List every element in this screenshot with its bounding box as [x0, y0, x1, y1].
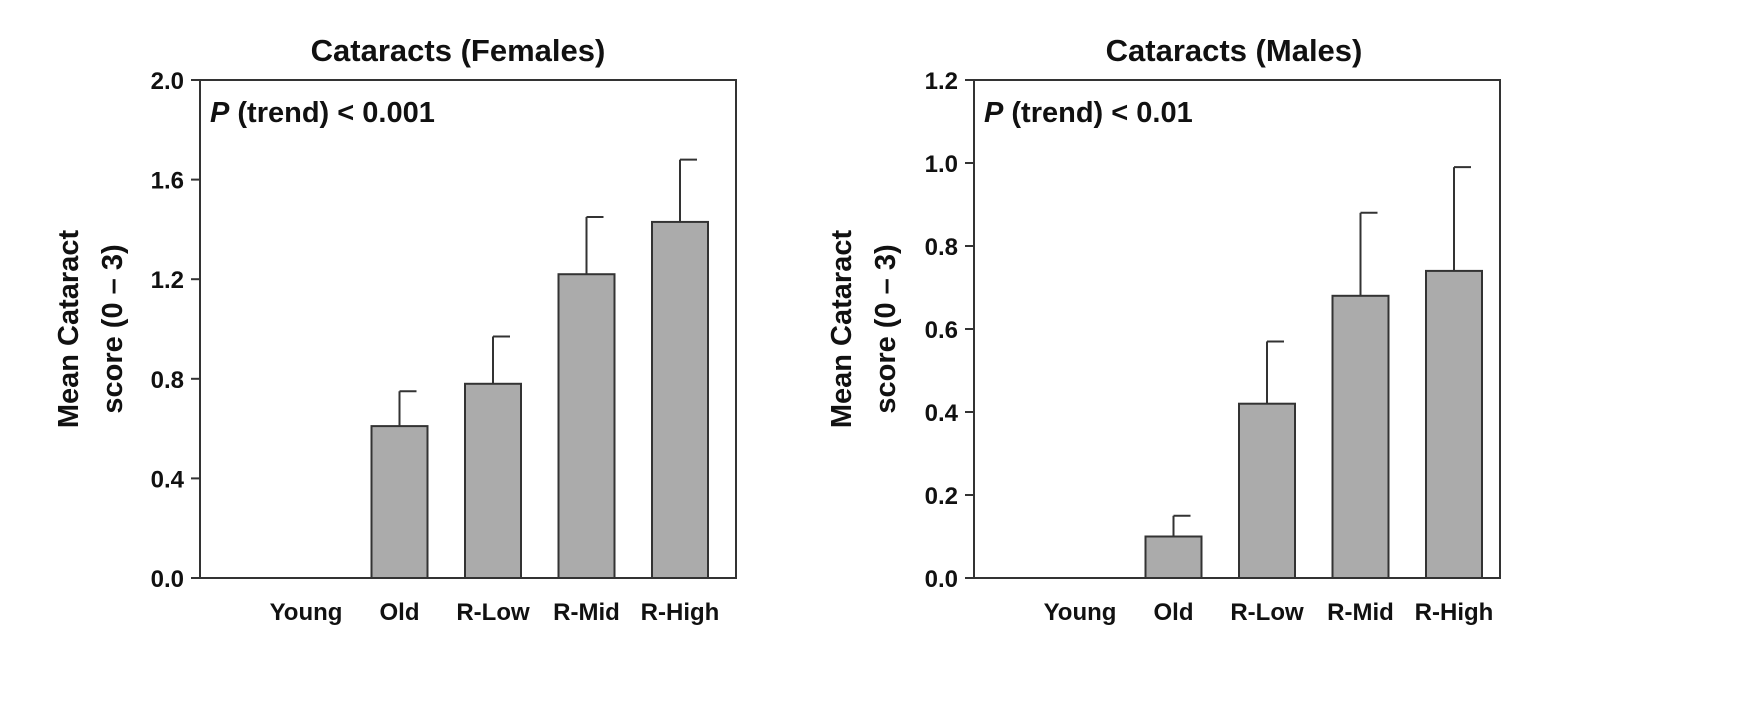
y-axis-label-line-1: Mean Cataract: [826, 230, 858, 429]
chart-panel-1: Cataracts (Females) Mean Cataract score (0…: [53, 33, 737, 626]
y-axis-label-line-2: score (0 – 3): [870, 244, 902, 413]
y-tick-label: 0.0: [151, 566, 184, 593]
y-tick-label: 2.0: [151, 68, 184, 95]
plot-frame: [199, 79, 737, 579]
trend-annotation: P (trend) < 0.01: [984, 97, 1193, 129]
x-tick-label: R-Mid: [553, 599, 620, 626]
x-tick-label: R-Mid: [1327, 599, 1394, 626]
trend-p-symbol: P: [210, 97, 230, 129]
chart-panel-2: Cataracts (Males) Mean Cataract score (0 –…: [826, 33, 1501, 626]
y-tick-label: 0.8: [151, 367, 184, 394]
x-tick-label: R-Low: [1230, 599, 1304, 626]
y-axis-label-line-1: Mean Cataract: [53, 230, 85, 429]
trend-p-value: (trend) < 0.01: [1003, 97, 1192, 129]
y-tick-label: 1.2: [151, 267, 184, 294]
bar-R-Low: [1238, 402, 1296, 580]
y-tick-label: 0.6: [925, 317, 958, 344]
chart-title: Cataracts (Females): [311, 33, 606, 68]
x-tick-label: Young: [1044, 599, 1117, 626]
y-tick-label: 1.2: [925, 68, 958, 95]
trend-annotation: P (trend) < 0.001: [210, 97, 435, 129]
bar-Old: [370, 425, 429, 579]
bar-R-High: [651, 220, 709, 579]
y-tick-label: 0.4: [925, 400, 959, 427]
y-tick-label: 0.0: [925, 566, 958, 593]
y-tick-label: 1.0: [925, 151, 958, 178]
x-tick-label: Old: [380, 599, 420, 626]
bar-R-Mid: [1331, 294, 1390, 579]
plot-frame: [973, 79, 1501, 579]
x-tick-label: R-High: [641, 599, 720, 626]
trend-p-symbol: P: [984, 97, 1004, 129]
x-tick-label: Old: [1154, 599, 1194, 626]
bar-Old: [1144, 535, 1203, 579]
bar-R-High: [1425, 269, 1483, 579]
bar-R-Low: [464, 382, 522, 579]
x-tick-label: R-High: [1415, 599, 1494, 626]
y-axis-label-line-2: score (0 – 3): [97, 244, 129, 413]
y-tick-label: 0.8: [925, 234, 958, 261]
chart-title: Cataracts (Males): [1106, 33, 1363, 68]
x-tick-label: R-Low: [456, 599, 530, 626]
y-tick-label: 0.4: [151, 466, 185, 493]
trend-p-value: (trend) < 0.001: [229, 97, 435, 129]
bar-R-Mid: [557, 273, 616, 579]
x-tick-label: Young: [270, 599, 343, 626]
y-tick-label: 1.6: [151, 168, 184, 195]
y-tick-label: 0.2: [925, 483, 958, 510]
